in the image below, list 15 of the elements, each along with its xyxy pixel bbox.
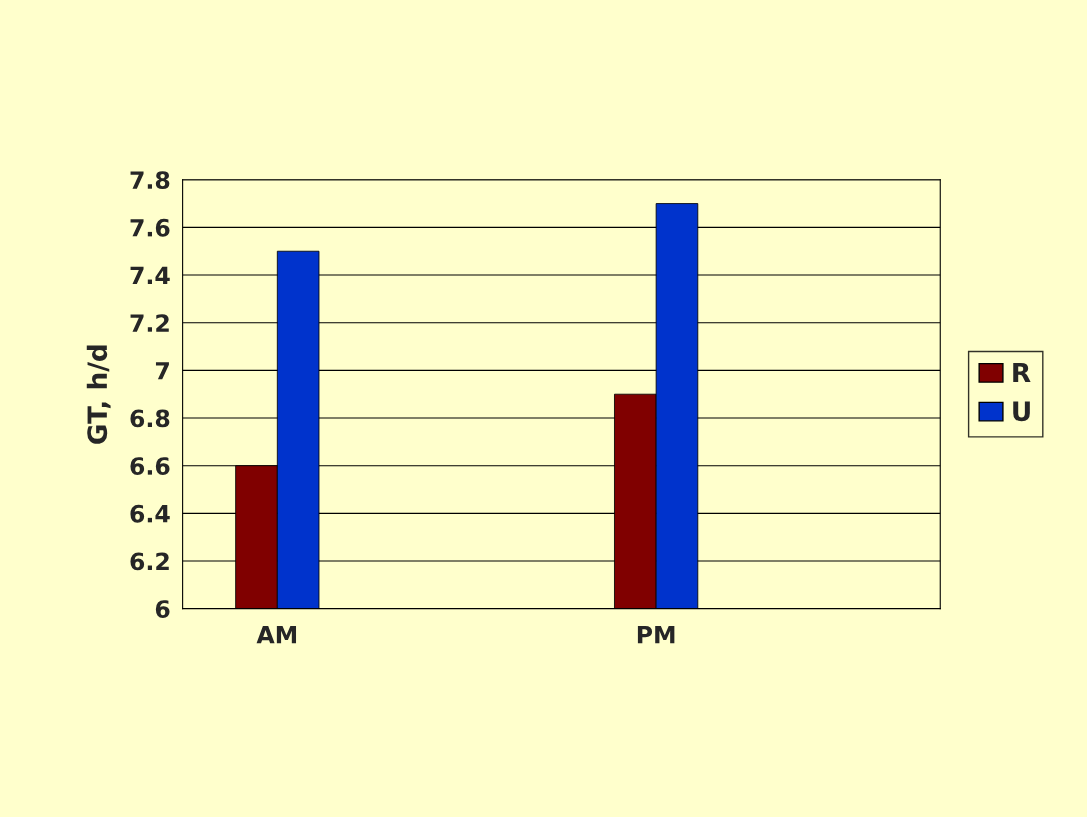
y-axis-title: GT, h/d: [86, 345, 111, 444]
y-tick-label: 7.6: [130, 218, 170, 237]
y-tick-label: 6: [155, 600, 170, 618]
x-tick-label: AM: [256, 626, 297, 644]
y-tick-label: 7: [155, 362, 169, 380]
y-tick-label: 7.4: [130, 266, 170, 285]
y-tick-label: 6.6: [130, 457, 170, 475]
y-tick-label: 6.4: [130, 504, 170, 523]
y-tick-label: 7.8: [130, 171, 170, 190]
legend-label: U: [1013, 401, 1030, 422]
x-tick-label: PM: [637, 626, 675, 644]
y-tick-label: 6.8: [130, 409, 170, 428]
legend-label: R: [1013, 362, 1031, 383]
y-tick-label: 6.2: [130, 552, 169, 571]
y-tick-label: 7.2: [130, 314, 169, 332]
